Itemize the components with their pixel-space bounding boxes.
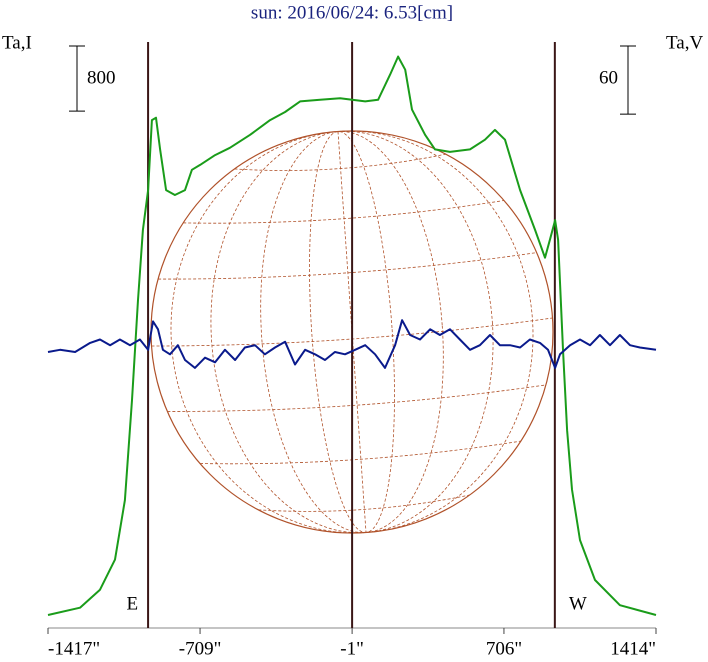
y2-axis-label: Ta,V xyxy=(666,32,703,53)
scale-bar-label: 60 xyxy=(599,67,618,88)
parallel xyxy=(167,384,546,412)
y-axis-label: Ta,I xyxy=(2,32,32,53)
parallel xyxy=(158,252,537,280)
reference-label: E xyxy=(126,593,138,614)
parallel xyxy=(199,440,521,465)
reference-label: W xyxy=(569,593,587,614)
parallel xyxy=(258,494,470,512)
parallel xyxy=(183,200,505,224)
x-tick-label: 1414" xyxy=(610,638,656,659)
parallel xyxy=(234,153,446,171)
x-tick-label: -1417" xyxy=(48,638,100,659)
scale-bar-label: 800 xyxy=(87,67,116,88)
data-line xyxy=(47,319,657,369)
x-tick-label: -709" xyxy=(179,638,222,659)
x-tick-label: 706" xyxy=(486,638,522,659)
chart-title: sun: 2016/06/24: 6.53[cm] xyxy=(251,2,453,23)
data-line xyxy=(47,55,657,616)
x-tick-label: -1" xyxy=(340,638,364,659)
